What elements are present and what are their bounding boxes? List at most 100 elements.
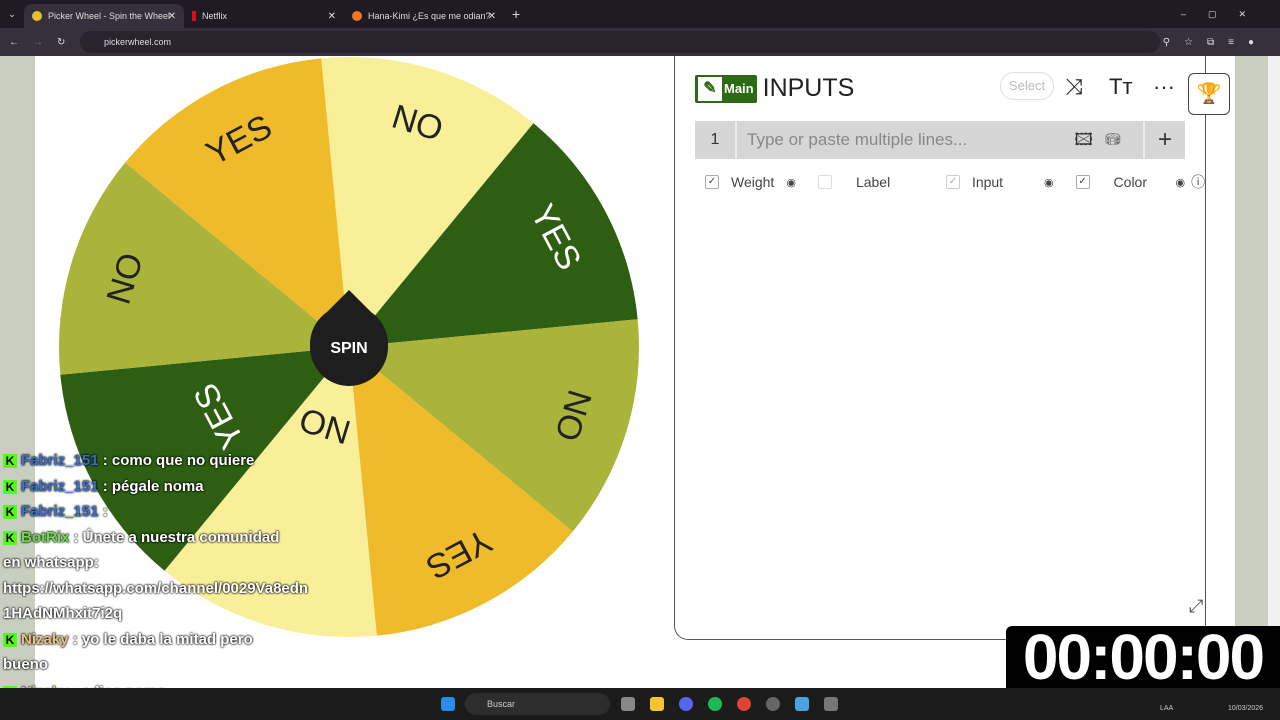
chat-text: 1HAdNMhxit7i2q [3, 605, 123, 622]
kick-badge-icon: K [3, 530, 17, 545]
chat-username[interactable]: Fabriz_151 [21, 503, 103, 520]
timer-overlay: 00:00:00 [1006, 626, 1280, 688]
image-icon[interactable]: 🖾⛁ [1074, 130, 1133, 149]
wheel-segment [349, 347, 573, 636]
shuffle-icon[interactable]: ⤨ [1065, 74, 1083, 99]
chat-username[interactable]: BotRix [21, 528, 74, 546]
chat-message: https://whatsapp.com/channel/0029Va8edn [3, 580, 308, 597]
close-icon[interactable]: ✕ [487, 10, 496, 22]
kick-badge-icon: K [3, 505, 17, 520]
text-size-icon[interactable]: Tт [1109, 74, 1133, 99]
wheel-segment [59, 162, 349, 375]
windows-start-icon[interactable] [441, 697, 455, 711]
spin-button[interactable]: SPIN [310, 290, 388, 386]
chrome-icon[interactable] [737, 697, 751, 711]
eye-icon[interactable]: ◉ [1043, 176, 1054, 189]
weight-label: Weight [731, 174, 775, 190]
url-input[interactable]: pickerwheel.com [80, 31, 1160, 53]
tab-netflix[interactable]: Netflix ✕ [184, 4, 344, 28]
badge-label: Main [724, 81, 754, 96]
input-checkbox[interactable]: ✓ [945, 175, 960, 189]
toolbar-icons[interactable]: ⚲☆⧉≡● [1162, 36, 1268, 48]
forward-icon[interactable]: → [33, 36, 43, 48]
wheel-segment [349, 123, 638, 347]
edit-icon: ✎ [698, 76, 722, 101]
chat-message: K Fabriz_151 : pégale noma [3, 478, 204, 495]
spin-label: SPIN [330, 340, 367, 357]
chat-username[interactable]: Nizaky [21, 630, 73, 648]
reload-icon[interactable]: ↻ [57, 36, 66, 48]
task-view-icon[interactable] [621, 697, 635, 711]
add-icon[interactable]: + [1157, 126, 1172, 153]
row-number: 1 [710, 131, 720, 148]
chat-message: 1HAdNMhxit7i2q [3, 605, 122, 622]
chat-text: : [102, 503, 108, 520]
panel-title: INPUTS [762, 74, 855, 102]
clock-date[interactable]: 10/03/2026 [1228, 705, 1264, 712]
select-button[interactable]: Select [1000, 72, 1054, 100]
new-tab-icon[interactable]: + [512, 6, 521, 22]
tab-title: Hana-Kimi ¿Es que me odian? [368, 11, 491, 21]
url-text: pickerwheel.com [104, 37, 172, 47]
color-checkbox[interactable]: ✓ [1075, 175, 1090, 189]
kick-badge-icon: K [3, 454, 17, 469]
options-row: ✓ Weight ◉ Label ✓ Input ◉ ✓ Color ◉ ⓘ [695, 172, 1205, 192]
close-icon[interactable]: ✕ [327, 10, 336, 22]
wheel-segment [125, 58, 349, 347]
wheel-segment [60, 347, 349, 571]
taskbar-search[interactable]: Buscar [465, 693, 610, 715]
chat-username[interactable]: Fabriz_151 [21, 477, 103, 495]
window-controls[interactable]: –▢✕ [1180, 8, 1268, 19]
eye-icon[interactable]: ◉ [786, 176, 796, 189]
wheel-segment [349, 319, 639, 532]
scrollbar[interactable] [1268, 56, 1280, 626]
chat-message: K Fabriz_151 : [3, 503, 108, 520]
tab-hana-kimi[interactable]: Hana-Kimi ¿Es que me odian? ✕ [344, 4, 504, 28]
file-explorer-icon[interactable] [650, 697, 664, 711]
chat-text: : como que no quiere [102, 452, 255, 469]
tab-search-icon[interactable]: ⌄ [8, 8, 16, 19]
entry-placeholder: Type or paste multiple lines... [747, 130, 968, 149]
kick-badge-icon: K [3, 479, 17, 494]
spotify-icon[interactable] [708, 697, 722, 711]
tab-picker-wheel[interactable]: Picker Wheel - Spin the Wheel ✕ [24, 4, 184, 28]
calculator-icon[interactable] [824, 697, 838, 711]
discord-icon[interactable] [679, 697, 693, 711]
entry-input[interactable]: Type or paste multiple lines... 🖾⛁ [735, 121, 1145, 159]
eye-icon[interactable]: ◉ [1175, 176, 1186, 189]
close-icon[interactable]: ✕ [167, 10, 176, 22]
label-checkbox[interactable] [817, 175, 832, 189]
main-badge[interactable]: ✎ Main [695, 74, 757, 103]
inputs-panel: ✎ Main INPUTS Select ⤨ Tт ··· 1 Type or pa… [674, 56, 1206, 640]
label-label: Label [855, 174, 891, 190]
chat-message: bueno [3, 656, 48, 673]
search-label: Buscar [487, 699, 516, 709]
chat-text: : pégale noma [102, 477, 204, 495]
app-icon[interactable] [766, 697, 780, 711]
kick-badge-icon: K [3, 632, 17, 647]
chat-text: : Únete a nuestra comunidad [73, 528, 280, 546]
back-icon[interactable]: ← [9, 36, 19, 48]
weight-checkbox[interactable]: ✓ [705, 175, 719, 189]
netflix-favicon [192, 11, 196, 21]
results-button[interactable]: 🏆 [1188, 73, 1230, 115]
chat-message: K Nizaky : yo le daba la mitad pero [3, 631, 253, 648]
more-icon[interactable]: ··· [1153, 74, 1175, 99]
trophy-icon: 🏆 [1196, 83, 1222, 105]
crunchyroll-favicon [352, 11, 362, 21]
taskbar: Buscar LAA 10/03/2026 [0, 688, 1280, 720]
info-icon[interactable]: ⓘ [1191, 174, 1206, 190]
chat-username[interactable]: Fabriz_151 [21, 452, 103, 469]
chat-message: K Fabriz_151 : como que no quiere [3, 452, 254, 469]
address-bar: ← → ↻ pickerwheel.com ⚲☆⧉≡● [0, 28, 1280, 56]
tab-title: Picker Wheel - Spin the Wheel [48, 11, 171, 21]
fullscreen-icon[interactable]: ⤢ [1189, 596, 1204, 616]
wheel-segment [321, 57, 534, 347]
chat-text: en whatsapp: [3, 554, 99, 571]
notepad-icon[interactable] [795, 697, 809, 711]
input-row: 1 Type or paste multiple lines... 🖾⛁ + [695, 121, 1185, 159]
language-indicator[interactable]: LAA [1160, 705, 1174, 712]
tab-title: Netflix [202, 11, 228, 21]
chat-text: bueno [3, 656, 48, 673]
